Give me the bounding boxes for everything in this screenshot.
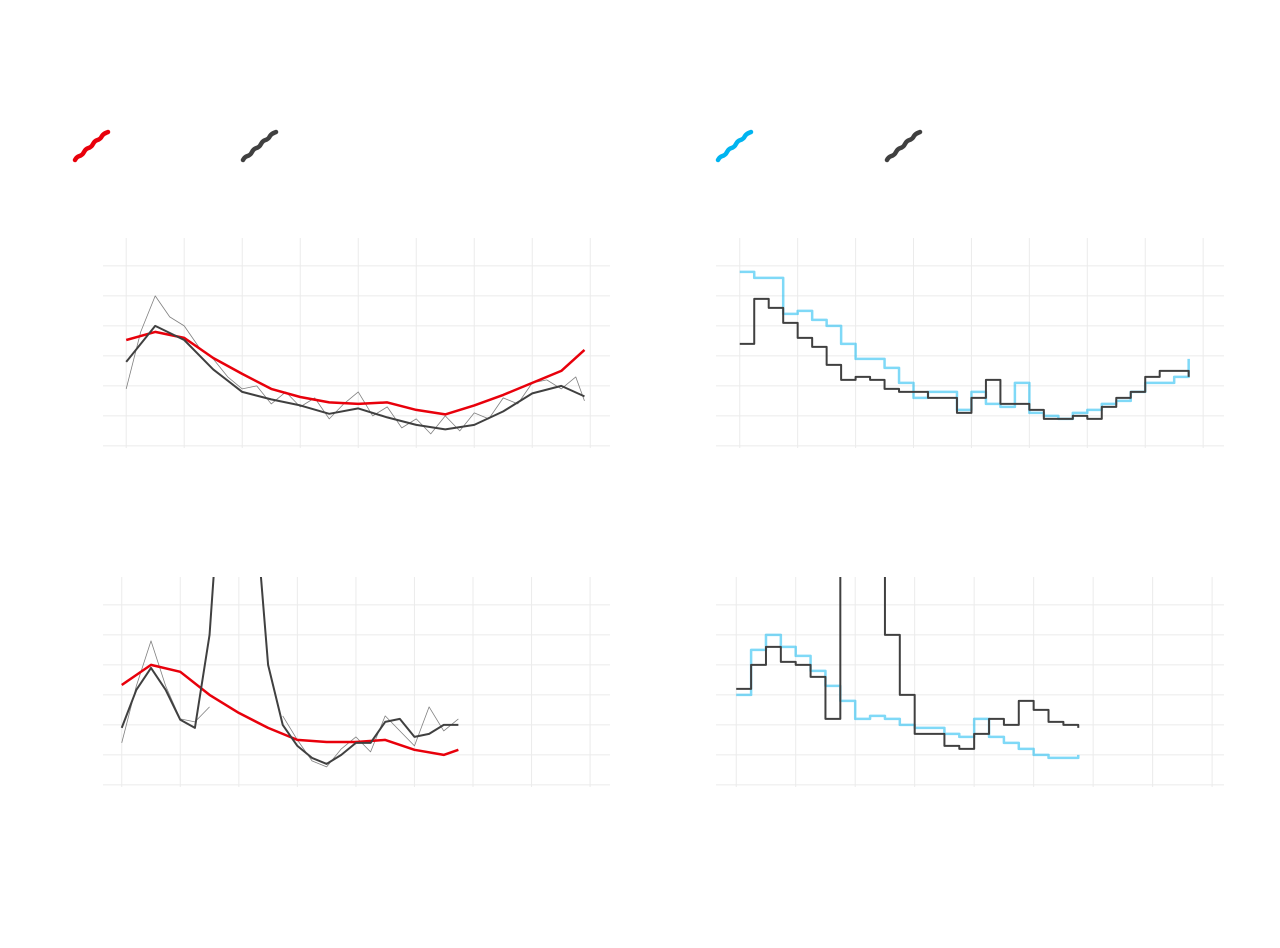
plot-area	[736, 577, 1080, 760]
legend-key	[240, 129, 279, 163]
series-line	[736, 577, 1080, 750]
plot-area	[120, 577, 459, 768]
series-line	[125, 330, 586, 416]
plot-area	[125, 295, 586, 435]
panel	[716, 577, 1224, 787]
series-line	[736, 633, 1080, 760]
panel	[103, 238, 610, 448]
series-line	[121, 663, 459, 757]
plot-area	[739, 270, 1190, 421]
series-line	[120, 577, 459, 765]
legend-key	[884, 129, 923, 163]
legend-key	[715, 129, 754, 163]
panel	[103, 577, 610, 787]
series-line	[125, 295, 585, 435]
series-line	[125, 324, 585, 431]
series-line	[739, 297, 1190, 420]
panel	[716, 238, 1224, 448]
legend-key	[72, 129, 111, 163]
series-line	[739, 270, 1190, 421]
